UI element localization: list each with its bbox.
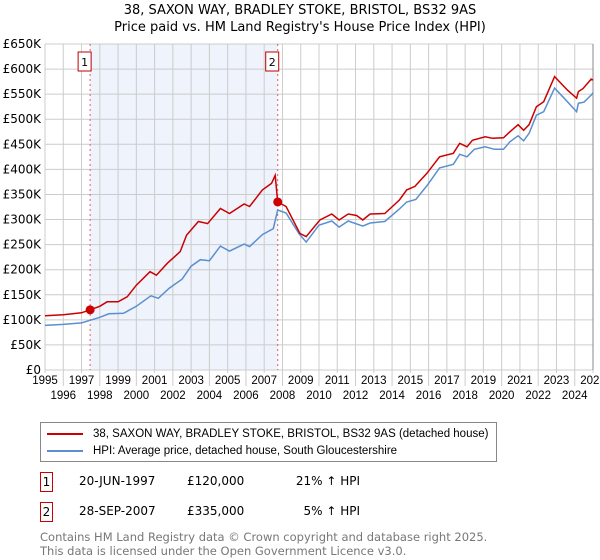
sale-point [273,197,283,207]
x-tick-label: 2015 [398,375,424,387]
chart-legend: 38, SAXON WAY, BRADLEY STOKE, BRISTOL, B… [40,422,498,462]
y-tick-label: £600K [3,62,43,76]
x-tick-label: 2001 [142,375,168,387]
y-tick-label: £0 [26,363,41,377]
sale-date: 20-JUN-1997 [79,474,156,488]
y-tick-label: £500K [3,112,43,126]
sale-price: £335,000 [187,504,245,518]
y-tick-label: £400K [3,162,43,176]
hpi-line [44,86,594,327]
x-tick-label: 2011 [325,375,350,387]
x-tick-label: 2016 [416,390,442,402]
y-tick-label: £200K [3,263,43,277]
sale-price: £120,000 [187,474,245,488]
x-tick-label: 2024 [562,390,588,402]
price-chart: £0 £50K £100K £150K £200K £250K £300K £350K £400… [3,37,600,402]
x-tick-label: 2000 [124,390,150,402]
chart-subtitle: Price paid vs. HM Land Registry's House … [114,20,486,35]
sale-hpi-diff: 5% ↑ HPI [303,504,360,518]
x-tick-label: 1997 [69,375,95,387]
footer: Contains HM Land Registry data © Crown c… [40,530,487,558]
x-tick-label: 2008 [270,390,296,402]
property-price-line [44,75,594,317]
x-tick-label: 2019 [471,375,497,387]
y-tick-label: £550K [3,87,43,101]
legend-hpi-label: HPI: Average price, detached house, Sout… [93,444,398,457]
x-tick-label: 2017 [434,375,460,387]
x-tick-label: 1996 [50,390,76,402]
x-tick-label: 1995 [32,375,58,387]
x-tick-label: 2009 [288,375,314,387]
x-tick-label: 2006 [233,390,259,402]
x-tick-label: 2022 [525,390,551,402]
x-tick-label: 2003 [178,375,204,387]
x-tick-label: 2021 [507,375,533,387]
legend-property-label: 38, SAXON WAY, BRADLEY STOKE, BRISTOL, B… [93,427,489,440]
footer-copyright: Contains HM Land Registry data © Crown c… [40,530,488,544]
legend-hpi-swatch [47,449,83,452]
x-tick-label: 1998 [87,390,113,402]
x-tick-label: 2012 [343,390,369,402]
y-tick-label: £350K [3,187,43,201]
y-tick-label: £300K [3,213,43,227]
y-tick-label: £650K [3,37,43,51]
x-tick-label: 2018 [452,390,478,402]
sale-hpi-diff: 21% ↑ HPI [295,474,360,488]
y-tick-label: £150K [3,288,43,302]
x-tick-label: 2010 [306,390,332,402]
y-tick-label: £250K [3,238,43,252]
x-tick-label: 1999 [105,375,131,387]
y-tick-label: £50K [10,338,42,352]
x-tick-label: 2007 [251,375,277,387]
sale-date: 28-SEP-2007 [79,504,156,518]
x-tick-label: 2014 [379,390,405,402]
chart-title: 38, SAXON WAY, BRADLEY STOKE, BRISTOL, B… [123,3,477,18]
sale-point [85,305,95,315]
x-tick-label: 2025 [580,375,600,387]
y-tick-label: £100K [3,313,43,327]
y-tick-label: £450K [3,137,43,151]
x-tick-label: 2004 [197,390,223,402]
x-tick-label: 2002 [160,390,186,402]
x-tick-label: 2005 [215,375,241,387]
sale-marker-label: 2 [40,502,53,522]
x-tick-label: 2013 [361,375,387,387]
sale-marker-box [77,51,92,72]
shaded-period [90,44,278,370]
x-tick-label: 2023 [544,375,570,387]
footer-licence: This data is licensed under the Open Gov… [40,544,407,558]
x-tick-label: 2020 [489,390,515,402]
sale-row-2: 2 28-SEP-2007 £335,000 5% ↑ HPI [40,502,600,522]
sale-marker-label: 2 [269,56,276,69]
sale-marker-box [265,51,280,72]
sale-marker-label: 1 [81,56,88,69]
sale-row-1: 1 20-JUN-1997 £120,000 21% ↑ HPI [40,472,600,492]
sale-marker-label: 1 [40,472,53,492]
legend-property-swatch [47,432,83,435]
